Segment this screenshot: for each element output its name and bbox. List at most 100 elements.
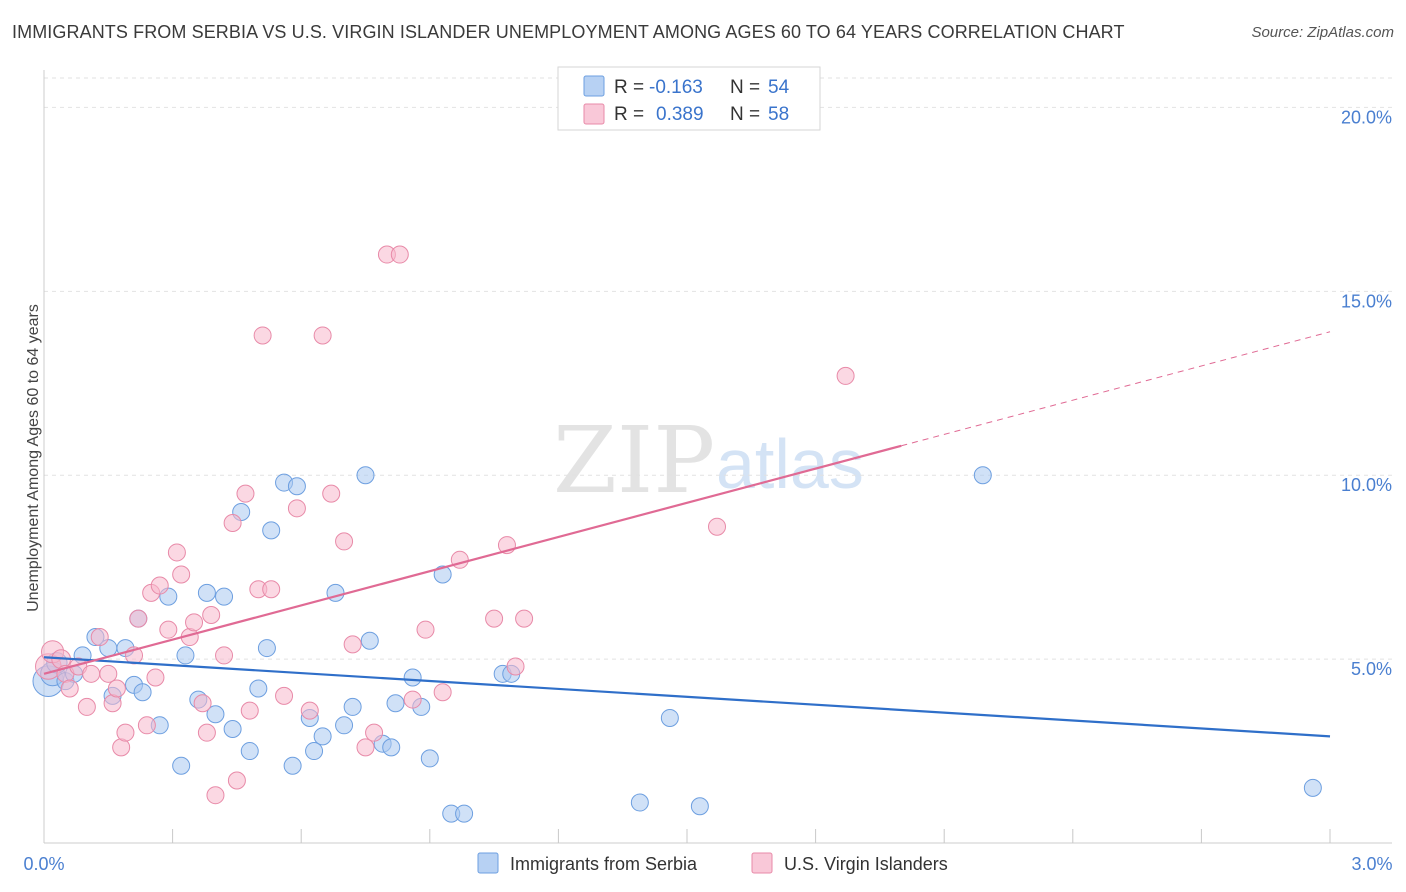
virgin-islanders-point [708,517,727,536]
serbia-point [262,521,281,540]
series-legend: Immigrants from Serbia U.S. Virgin Islan… [477,852,948,874]
virgin-islanders-point [185,613,204,632]
serbia-point [382,738,401,757]
trend-line-virgin-islanders-extension [901,331,1331,447]
virgin-islanders-point [343,635,362,654]
serbia-point [356,466,375,485]
virgin-islanders-point [215,646,234,665]
virgin-islanders-point [836,366,855,385]
serbia-point [420,749,439,768]
virgin-islanders-point [335,532,354,551]
virgin-islanders-point [116,723,135,742]
legend-r-value-1: -0.163 [649,77,703,98]
virgin-islanders-point [365,723,384,742]
serbia-point [660,708,679,727]
virgin-islanders-point [275,686,294,705]
virgin-islanders-point [403,690,422,709]
virgin-islanders-point [300,701,319,720]
virgin-islanders-point [433,683,452,702]
legend-swatch-pink [583,103,605,125]
watermark-zip: ZIP [553,407,715,514]
virgin-islanders-point [416,620,435,639]
serbia-point [433,565,452,584]
serbia-point [335,716,354,735]
trend-line-serbia [43,656,1331,738]
virgin-islanders-point [107,679,126,698]
bottom-legend-label-virgin-islanders: U.S. Virgin Islanders [784,854,948,874]
legend-r-label-2: R = [614,104,644,125]
serbia-point [133,683,152,702]
x-ticks [172,829,1331,843]
serbia-point [257,639,276,658]
legend-swatch-blue [583,75,605,97]
virgin-islanders-point [236,484,255,503]
virgin-islanders-point [90,628,109,647]
virgin-islanders-point [99,664,118,683]
serbia-point [305,742,324,761]
legend-n-value-1: 54 [768,77,790,98]
x-tick-label-min: 0.0% [23,854,64,874]
serbia-point [386,694,405,713]
serbia-point [287,477,306,496]
virgin-islanders-point [227,771,246,790]
correlation-legend: R = -0.163 N = 54 R = 0.389 N = 58 [557,66,821,131]
y-tick-label: 20.0% [1341,107,1392,127]
serbia-point [360,631,379,650]
virgin-islanders-point [206,786,225,805]
serbia-point [313,727,332,746]
legend-r-value-2: 0.389 [656,104,704,125]
bottom-legend-swatch-pink [751,852,773,874]
serbia-point [690,797,709,816]
virgin-islanders-point [129,609,148,628]
serbia-point [197,583,216,602]
trend-lines [43,331,1331,738]
virgin-islanders-point [197,723,216,742]
virgin-islanders-point [253,326,272,345]
virgin-islanders-point [77,697,96,716]
serbia-point [403,668,422,687]
serbia-point [455,804,474,823]
source-credit: Source: ZipAtlas.com [1251,24,1394,41]
chart-title: IMMIGRANTS FROM SERBIA VS U.S. VIRGIN IS… [12,22,1125,42]
legend-n-value-2: 58 [768,104,789,125]
serbia-point [240,742,259,761]
serbia-point [973,466,992,485]
virgin-islanders-point [193,694,212,713]
virgin-islanders-point [137,716,156,735]
virgin-islanders-point [150,576,169,595]
serbia-point [249,679,268,698]
y-tick-label: 10.0% [1341,475,1392,495]
virgin-islanders-point [60,679,79,698]
y-tick-labels: 5.0% 10.0% 15.0% 20.0% [1341,107,1392,679]
serbia-point [223,719,242,738]
trend-line-virgin-islanders [43,444,902,675]
serbia-point [630,793,649,812]
virgin-islanders-point [262,580,281,599]
serbia-point [206,705,225,724]
legend-n-label-1: N = [730,77,760,98]
y-tick-label: 15.0% [1341,291,1392,311]
legend-n-label-2: N = [730,104,760,125]
serbia-point [172,756,191,775]
virgin-islanders-point [356,738,375,757]
serbia-point [215,587,234,606]
virgin-islanders-point [506,657,525,676]
virgin-islanders-point [322,484,341,503]
watermark-atlas: atlas [716,425,864,503]
y-tick-label: 5.0% [1351,659,1392,679]
virgin-islanders-point [159,620,178,639]
x-tick-label-max: 3.0% [1351,854,1392,874]
virgin-islanders-point [240,701,259,720]
serbia-point [343,697,362,716]
legend-r-label-1: R = [614,77,644,98]
serbia-point [283,756,302,775]
virgin-islanders-point [485,609,504,628]
virgin-islanders-point [202,605,221,624]
serbia-point [1303,778,1322,797]
virgin-islanders-point [515,609,534,628]
virgin-islanders-point [313,326,332,345]
virgin-islanders-point [390,245,409,264]
virgin-islanders-point [146,668,165,687]
virgin-islanders-point [287,499,306,518]
